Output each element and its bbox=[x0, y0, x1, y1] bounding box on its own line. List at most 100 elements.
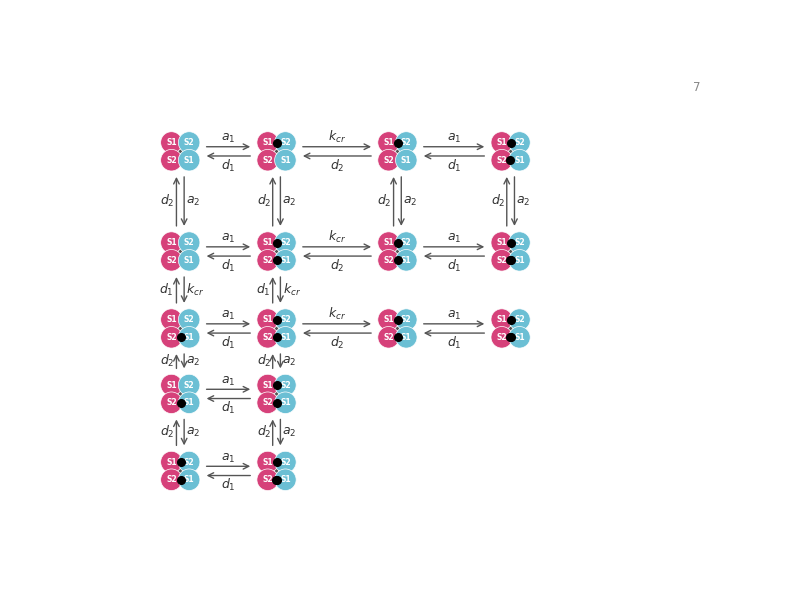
Text: S2: S2 bbox=[262, 398, 273, 407]
Text: S1: S1 bbox=[262, 381, 273, 390]
Text: S2: S2 bbox=[166, 398, 177, 407]
Text: S2: S2 bbox=[514, 138, 525, 147]
Circle shape bbox=[178, 309, 200, 330]
Text: S2: S2 bbox=[497, 256, 507, 265]
Text: $k_{cr}$: $k_{cr}$ bbox=[328, 129, 346, 145]
Text: S2: S2 bbox=[401, 315, 412, 324]
Text: S1: S1 bbox=[280, 398, 291, 407]
Text: S2: S2 bbox=[280, 238, 291, 247]
Text: $d_1$: $d_1$ bbox=[447, 157, 462, 173]
Text: S1: S1 bbox=[262, 238, 273, 247]
Text: S1: S1 bbox=[401, 333, 412, 342]
Text: S2: S2 bbox=[262, 333, 273, 342]
Text: S2: S2 bbox=[383, 256, 394, 265]
Circle shape bbox=[178, 249, 200, 271]
Text: S1: S1 bbox=[383, 238, 394, 247]
Text: $a_1$: $a_1$ bbox=[447, 132, 461, 145]
Circle shape bbox=[161, 374, 182, 396]
Text: S2: S2 bbox=[280, 457, 291, 466]
Circle shape bbox=[275, 451, 296, 473]
Text: S1: S1 bbox=[184, 475, 195, 484]
Circle shape bbox=[178, 392, 200, 413]
Circle shape bbox=[378, 327, 399, 348]
Text: $a_1$: $a_1$ bbox=[447, 232, 461, 245]
Text: $a_2$: $a_2$ bbox=[185, 426, 200, 439]
Text: S1: S1 bbox=[280, 156, 291, 165]
Text: S2: S2 bbox=[184, 381, 195, 390]
Circle shape bbox=[275, 150, 296, 171]
Text: S1: S1 bbox=[514, 256, 525, 265]
Text: $a_2$: $a_2$ bbox=[516, 195, 531, 208]
Circle shape bbox=[508, 150, 530, 171]
Text: S1: S1 bbox=[497, 138, 507, 147]
Text: $d_2$: $d_2$ bbox=[160, 194, 175, 210]
Circle shape bbox=[178, 150, 200, 171]
Text: $d_1$: $d_1$ bbox=[221, 258, 236, 274]
Text: S1: S1 bbox=[166, 315, 177, 324]
Text: $d_2$: $d_2$ bbox=[257, 194, 271, 210]
Text: S2: S2 bbox=[262, 475, 273, 484]
Text: $k_{cr}$: $k_{cr}$ bbox=[283, 282, 301, 298]
Circle shape bbox=[275, 232, 296, 254]
Text: S1: S1 bbox=[497, 315, 507, 324]
Circle shape bbox=[275, 309, 296, 330]
Circle shape bbox=[508, 309, 530, 330]
Text: $d_2$: $d_2$ bbox=[329, 258, 345, 274]
Text: S2: S2 bbox=[280, 138, 291, 147]
Text: S2: S2 bbox=[514, 315, 525, 324]
Text: S1: S1 bbox=[262, 138, 273, 147]
Text: S2: S2 bbox=[383, 333, 394, 342]
Text: $d_1$: $d_1$ bbox=[447, 258, 462, 274]
Text: $d_1$: $d_1$ bbox=[221, 477, 236, 493]
Circle shape bbox=[257, 327, 279, 348]
Text: S2: S2 bbox=[184, 238, 195, 247]
Circle shape bbox=[161, 150, 182, 171]
Text: $d_2$: $d_2$ bbox=[491, 194, 505, 210]
Text: S1: S1 bbox=[166, 138, 177, 147]
Text: $a_1$: $a_1$ bbox=[221, 451, 235, 465]
Circle shape bbox=[257, 150, 279, 171]
Text: S2: S2 bbox=[166, 333, 177, 342]
Text: S2: S2 bbox=[401, 138, 412, 147]
Circle shape bbox=[508, 249, 530, 271]
Text: S1: S1 bbox=[184, 333, 195, 342]
Text: S1: S1 bbox=[184, 156, 195, 165]
Circle shape bbox=[257, 469, 279, 491]
Text: S1: S1 bbox=[262, 315, 273, 324]
Text: S1: S1 bbox=[401, 256, 412, 265]
Text: S2: S2 bbox=[184, 457, 195, 466]
Text: S2: S2 bbox=[262, 256, 273, 265]
Circle shape bbox=[257, 392, 279, 413]
Text: $a_1$: $a_1$ bbox=[221, 232, 235, 245]
Circle shape bbox=[378, 232, 399, 254]
Circle shape bbox=[257, 309, 279, 330]
Circle shape bbox=[178, 132, 200, 153]
Circle shape bbox=[275, 469, 296, 491]
Circle shape bbox=[395, 249, 417, 271]
Text: S1: S1 bbox=[383, 138, 394, 147]
Text: S2: S2 bbox=[184, 138, 195, 147]
Text: $a_1$: $a_1$ bbox=[221, 309, 235, 323]
Text: S1: S1 bbox=[166, 238, 177, 247]
Text: $a_2$: $a_2$ bbox=[282, 195, 296, 208]
Text: S1: S1 bbox=[280, 333, 291, 342]
Circle shape bbox=[161, 451, 182, 473]
Text: S2: S2 bbox=[383, 156, 394, 165]
Circle shape bbox=[491, 232, 512, 254]
Circle shape bbox=[257, 374, 279, 396]
Circle shape bbox=[161, 327, 182, 348]
Circle shape bbox=[275, 249, 296, 271]
Text: $a_1$: $a_1$ bbox=[221, 132, 235, 145]
Circle shape bbox=[161, 392, 182, 413]
Text: $k_{cr}$: $k_{cr}$ bbox=[328, 229, 346, 245]
Text: S2: S2 bbox=[262, 156, 273, 165]
Circle shape bbox=[161, 309, 182, 330]
Text: $a_2$: $a_2$ bbox=[403, 195, 417, 208]
Text: S1: S1 bbox=[166, 457, 177, 466]
Circle shape bbox=[178, 232, 200, 254]
Text: $d_1$: $d_1$ bbox=[221, 334, 236, 350]
Text: S1: S1 bbox=[514, 156, 525, 165]
Text: $k_{cr}$: $k_{cr}$ bbox=[186, 282, 204, 298]
Text: S2: S2 bbox=[497, 333, 507, 342]
Text: S2: S2 bbox=[166, 156, 177, 165]
